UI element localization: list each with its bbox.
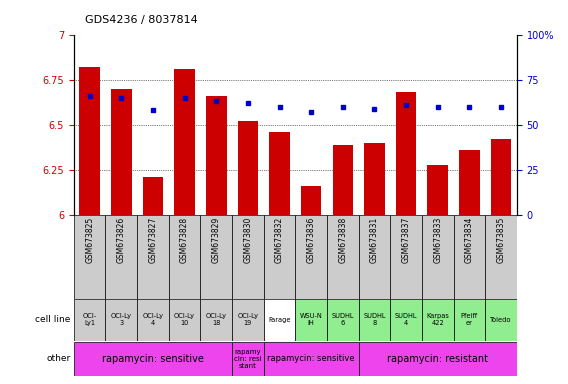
Bar	[106, 215, 137, 299]
Text: OCI-Ly
10: OCI-Ly 10	[174, 313, 195, 326]
Text: GSM673825: GSM673825	[85, 217, 94, 263]
Bar	[169, 299, 201, 341]
Text: OCI-
Ly1: OCI- Ly1	[82, 313, 97, 326]
Bar	[201, 215, 232, 299]
Bar	[232, 299, 264, 341]
Bar	[491, 139, 511, 215]
Bar	[232, 215, 264, 299]
Text: GSM673836: GSM673836	[307, 217, 316, 263]
Text: OCI-Ly
3: OCI-Ly 3	[111, 313, 132, 326]
Text: GSM673833: GSM673833	[433, 217, 442, 263]
Text: GSM673831: GSM673831	[370, 217, 379, 263]
Text: OCI-Ly
4: OCI-Ly 4	[143, 313, 164, 326]
Bar	[137, 215, 169, 299]
Text: OCI-Ly
18: OCI-Ly 18	[206, 313, 227, 326]
Bar	[454, 299, 485, 341]
Text: GSM673826: GSM673826	[117, 217, 126, 263]
Bar	[327, 299, 358, 341]
Bar	[358, 215, 390, 299]
Text: GSM673837: GSM673837	[402, 217, 411, 263]
Text: other: other	[47, 354, 70, 363]
Bar	[80, 67, 100, 215]
Bar	[295, 299, 327, 341]
Text: WSU-N
IH: WSU-N IH	[300, 313, 323, 326]
Text: GSM673827: GSM673827	[148, 217, 157, 263]
Bar	[111, 89, 132, 215]
Text: Karpas
422: Karpas 422	[427, 313, 449, 326]
Bar	[422, 299, 454, 341]
Bar	[269, 132, 290, 215]
Bar	[74, 341, 232, 376]
Bar	[201, 299, 232, 341]
Text: Toledo: Toledo	[490, 317, 512, 323]
Bar	[74, 215, 106, 299]
Text: SUDHL
8: SUDHL 8	[363, 313, 386, 326]
Bar	[327, 215, 358, 299]
Text: GDS4236 / 8037814: GDS4236 / 8037814	[85, 15, 198, 25]
Text: GSM673828: GSM673828	[180, 217, 189, 263]
Bar	[137, 299, 169, 341]
Bar	[332, 145, 353, 215]
Text: GSM673830: GSM673830	[244, 217, 252, 263]
Bar	[232, 341, 264, 376]
Bar	[295, 215, 327, 299]
Bar	[237, 121, 258, 215]
Text: GSM673838: GSM673838	[339, 217, 347, 263]
Text: rapamy
cin: resi
stant: rapamy cin: resi stant	[234, 349, 262, 369]
Bar	[74, 299, 106, 341]
Text: GSM673835: GSM673835	[496, 217, 506, 263]
Bar	[301, 186, 321, 215]
Text: SUDHL
4: SUDHL 4	[395, 313, 417, 326]
Bar	[364, 143, 385, 215]
Text: SUDHL
6: SUDHL 6	[332, 313, 354, 326]
Bar	[264, 299, 295, 341]
Bar	[485, 215, 517, 299]
Bar	[358, 341, 517, 376]
Text: Farage: Farage	[268, 317, 291, 323]
Text: Pfeiff
er: Pfeiff er	[461, 313, 478, 326]
Bar	[459, 150, 480, 215]
Bar	[428, 165, 448, 215]
Bar	[390, 299, 422, 341]
Text: rapamycin: sensitive: rapamycin: sensitive	[268, 354, 355, 363]
Bar	[485, 299, 517, 341]
Bar	[390, 215, 422, 299]
Text: cell line: cell line	[35, 315, 70, 324]
Bar	[264, 341, 358, 376]
Bar	[169, 215, 201, 299]
Bar	[106, 299, 137, 341]
Bar	[174, 69, 195, 215]
Bar	[358, 299, 390, 341]
Text: GSM673832: GSM673832	[275, 217, 284, 263]
Text: GSM673834: GSM673834	[465, 217, 474, 263]
Text: OCI-Ly
19: OCI-Ly 19	[237, 313, 258, 326]
Bar	[143, 177, 163, 215]
Bar	[422, 215, 454, 299]
Bar	[396, 92, 416, 215]
Text: rapamycin: resistant: rapamycin: resistant	[387, 354, 488, 364]
Bar	[206, 96, 227, 215]
Text: GSM673829: GSM673829	[212, 217, 221, 263]
Text: rapamycin: sensitive: rapamycin: sensitive	[102, 354, 204, 364]
Bar	[454, 215, 485, 299]
Bar	[264, 215, 295, 299]
